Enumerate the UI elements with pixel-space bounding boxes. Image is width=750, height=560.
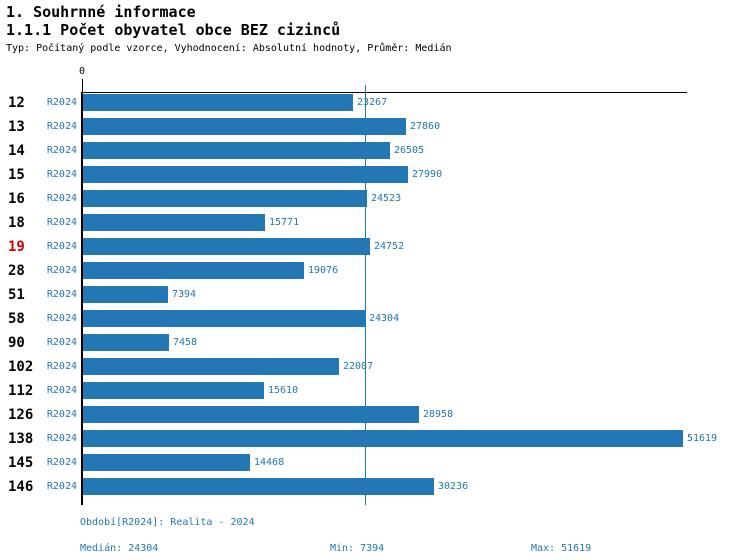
bar xyxy=(83,238,370,255)
bar xyxy=(83,214,265,231)
bar-value-label: 15771 xyxy=(269,217,300,228)
bar-value-label: 28958 xyxy=(423,409,454,420)
bar xyxy=(83,166,408,183)
footer-median: Medián: 24304 xyxy=(80,543,159,554)
row-category-label: 18 xyxy=(8,215,25,231)
page-title: 1. Souhrnné informace xyxy=(6,3,196,21)
bar-value-label: 15610 xyxy=(268,385,299,396)
bar-value-label: 27990 xyxy=(412,169,443,180)
row-series-label: R2024 xyxy=(46,457,77,468)
bar-value-label: 24523 xyxy=(371,193,402,204)
row-category-label: 90 xyxy=(8,335,25,351)
bar xyxy=(83,478,434,495)
row-category-label: 15 xyxy=(8,167,25,183)
chart-title: 1.1.1 Počet obyvatel obce BEZ cizinců xyxy=(6,21,341,39)
median-line xyxy=(365,85,366,505)
row-series-label: R2024 xyxy=(46,169,77,180)
footer-period: Období[R2024]: Realita - 2024 xyxy=(80,517,255,528)
bar xyxy=(83,310,365,327)
row-series-label: R2024 xyxy=(46,289,77,300)
bar xyxy=(83,454,250,471)
bar-value-label: 24304 xyxy=(369,313,400,324)
bar-value-label: 24752 xyxy=(374,241,405,252)
row-category-label: 58 xyxy=(8,311,25,327)
bar xyxy=(83,430,683,447)
footer-max: Max: 51619 xyxy=(531,543,592,554)
row-category-label: 28 xyxy=(8,263,25,279)
bar-value-label: 22087 xyxy=(343,361,374,372)
bar xyxy=(83,406,419,423)
x-axis-zero-tick-label: 0 xyxy=(78,66,86,77)
row-series-label: R2024 xyxy=(46,145,77,156)
row-series-label: R2024 xyxy=(46,337,77,348)
bar xyxy=(83,358,339,375)
row-series-label: R2024 xyxy=(46,241,77,252)
bar xyxy=(83,142,390,159)
x-axis-line xyxy=(82,92,687,93)
row-series-label: R2024 xyxy=(46,265,77,276)
row-series-label: R2024 xyxy=(46,313,77,324)
row-series-label: R2024 xyxy=(46,97,77,108)
row-category-label: 51 xyxy=(8,287,25,303)
row-series-label: R2024 xyxy=(46,409,77,420)
row-category-label: 16 xyxy=(8,191,25,207)
bar-value-label: 7458 xyxy=(173,337,198,348)
bar-value-label: 26505 xyxy=(394,145,425,156)
row-category-label: 12 xyxy=(8,95,25,111)
bar xyxy=(83,262,304,279)
row-series-label: R2024 xyxy=(46,361,77,372)
y-axis-line xyxy=(81,92,83,505)
footer-min: Min: 7394 xyxy=(330,543,385,554)
row-category-label: 102 xyxy=(8,359,34,375)
row-series-label: R2024 xyxy=(46,385,77,396)
bar-value-label: 30236 xyxy=(438,481,469,492)
row-category-label: 19 xyxy=(8,239,25,255)
bar xyxy=(83,118,406,135)
bar-value-label: 14468 xyxy=(254,457,285,468)
bar xyxy=(83,382,264,399)
row-series-label: R2024 xyxy=(46,217,77,228)
bar xyxy=(83,94,353,111)
row-category-label: 112 xyxy=(8,383,34,399)
row-category-label: 126 xyxy=(8,407,34,423)
row-category-label: 14 xyxy=(8,143,25,159)
row-category-label: 138 xyxy=(8,431,34,447)
row-series-label: R2024 xyxy=(46,481,77,492)
x-axis-zero-tick xyxy=(82,79,83,92)
bar-value-label: 19076 xyxy=(308,265,339,276)
bar-value-label: 23267 xyxy=(357,97,388,108)
bar-value-label: 51619 xyxy=(687,433,718,444)
row-series-label: R2024 xyxy=(46,433,77,444)
row-series-label: R2024 xyxy=(46,121,77,132)
row-category-label: 146 xyxy=(8,479,34,495)
row-category-label: 145 xyxy=(8,455,34,471)
bar-value-label: 27860 xyxy=(410,121,441,132)
chart-description: Typ: Počítaný podle vzorce, Vyhodnocení:… xyxy=(6,43,452,54)
bar-value-label: 7394 xyxy=(172,289,197,300)
bar xyxy=(83,286,168,303)
bar xyxy=(83,190,367,207)
bar xyxy=(83,334,169,351)
row-category-label: 13 xyxy=(8,119,25,135)
row-series-label: R2024 xyxy=(46,193,77,204)
